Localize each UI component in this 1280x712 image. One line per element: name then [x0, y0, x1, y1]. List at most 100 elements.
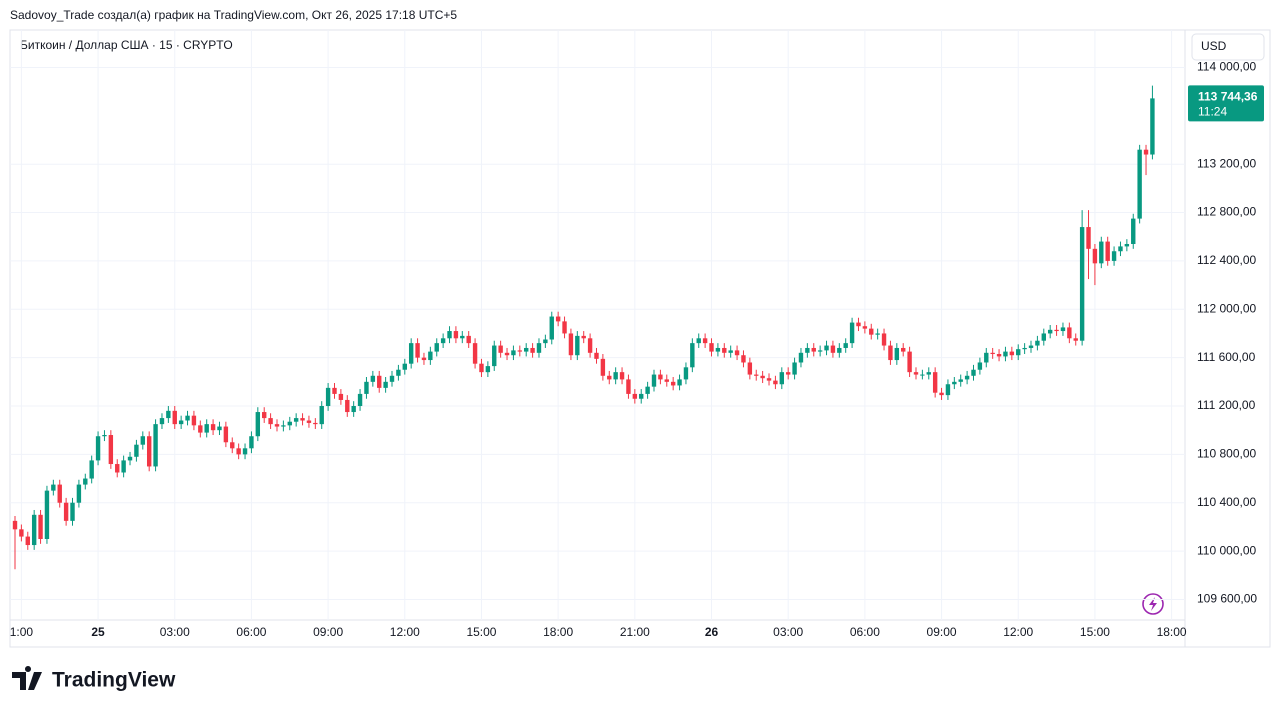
- logo-mark: [12, 666, 42, 690]
- candle-body: [313, 422, 318, 425]
- candle-body: [25, 536, 30, 546]
- candle-body: [249, 436, 254, 449]
- y-tick-label: 110 400,00: [1197, 495, 1256, 509]
- candle-body: [511, 350, 516, 356]
- candle-body: [95, 436, 101, 461]
- chart-frame: [9, 29, 1271, 648]
- author-line: Sadovoy_Trade создал(а) график на Tradin…: [10, 8, 457, 22]
- candle-body: [568, 333, 574, 356]
- candle-body: [370, 375, 376, 382]
- x-tick-label: 12:00: [390, 625, 420, 639]
- candle-body: [664, 379, 669, 382]
- x-tick-label: 18:00: [1157, 625, 1187, 639]
- candle-body: [1099, 241, 1104, 264]
- candle-body: [658, 374, 663, 380]
- candle-body: [875, 333, 880, 335]
- candle-body: [1047, 329, 1053, 334]
- candle-body: [70, 502, 75, 521]
- candle-body: [1022, 347, 1027, 350]
- candle-body: [555, 316, 561, 322]
- candle-body: [1086, 227, 1091, 249]
- candle-body: [440, 338, 446, 344]
- alert-circle[interactable]: [1142, 593, 1164, 615]
- candle-body: [281, 425, 286, 427]
- x-tick-label: 1:00: [10, 625, 34, 639]
- candle-body: [734, 350, 740, 356]
- candle-body: [587, 338, 593, 353]
- candle-body: [389, 375, 395, 382]
- candle-body: [210, 424, 216, 431]
- candle-body: [990, 352, 995, 355]
- candle-body: [364, 381, 369, 394]
- candle-body: [952, 381, 957, 385]
- candle-body: [920, 374, 925, 376]
- alert-icon[interactable]: [1142, 593, 1164, 615]
- candle-body: [460, 335, 465, 339]
- candle-body: [504, 352, 510, 356]
- y-tick-label: 112 800,00: [1197, 205, 1256, 219]
- candle-body: [428, 351, 433, 361]
- candle-body: [332, 387, 337, 394]
- candle-body: [677, 379, 682, 386]
- candle-body: [1137, 149, 1142, 219]
- candle-body: [709, 343, 714, 352]
- candle-body: [357, 393, 363, 407]
- candle-body: [44, 490, 50, 539]
- candle-body: [913, 372, 919, 375]
- candle-body: [1079, 227, 1085, 341]
- candle-body: [1118, 246, 1123, 252]
- candle-body: [377, 375, 382, 388]
- candle-body: [977, 362, 983, 370]
- candle-body: [434, 343, 439, 352]
- candle-body: [1009, 351, 1015, 356]
- candle-body: [19, 529, 24, 537]
- plot: 109 600,00 110 000,00 110 400,00 110 800,00…: [10, 30, 1257, 639]
- candle-body: [932, 372, 938, 393]
- candle-body: [690, 343, 695, 368]
- candle-body: [881, 333, 887, 346]
- currency-label[interactable]: USD: [1201, 39, 1227, 53]
- candle-body: [817, 350, 823, 352]
- candle-body: [626, 379, 631, 394]
- candle-body: [325, 387, 331, 407]
- candle-body: [1028, 345, 1034, 348]
- candle-body: [958, 379, 963, 382]
- alert-bolt[interactable]: [1149, 597, 1157, 611]
- candle-body: [728, 350, 733, 353]
- candle-body: [984, 352, 989, 363]
- candle-body: [300, 418, 305, 421]
- currency-button[interactable]: [1191, 33, 1265, 61]
- candle-body: [485, 366, 491, 373]
- candle-body: [408, 343, 414, 364]
- candle-body: [581, 335, 586, 339]
- candle-body: [619, 372, 625, 380]
- candle-body: [1092, 248, 1098, 264]
- candle-body: [549, 316, 554, 340]
- candle-body: [140, 436, 145, 445]
- candle-body: [472, 343, 478, 364]
- candle-body: [543, 339, 548, 344]
- candle-body: [715, 347, 721, 352]
- candle-body: [76, 484, 82, 503]
- candle-body: [12, 520, 18, 530]
- candle-body: [639, 393, 644, 399]
- candle-body: [1111, 251, 1117, 261]
- candle-body: [945, 384, 951, 396]
- candle-body: [153, 424, 158, 467]
- candle-body: [293, 418, 299, 422]
- x-tick-label: 06:00: [850, 625, 880, 639]
- candle-body: [255, 412, 261, 437]
- candle-body: [159, 418, 165, 425]
- x-tick-label: 15:00: [466, 625, 496, 639]
- candle-body: [894, 347, 900, 361]
- candle-body: [837, 347, 842, 353]
- candle-body: [760, 375, 765, 379]
- candle-body: [536, 343, 542, 353]
- candle-body: [1150, 98, 1155, 155]
- candle-body: [306, 420, 312, 423]
- candle-body: [57, 484, 62, 503]
- x-tick-label: 18:00: [543, 625, 573, 639]
- y-tick-label: 110 000,00: [1197, 543, 1256, 557]
- candle-body: [453, 331, 459, 339]
- candle-body: [613, 372, 618, 380]
